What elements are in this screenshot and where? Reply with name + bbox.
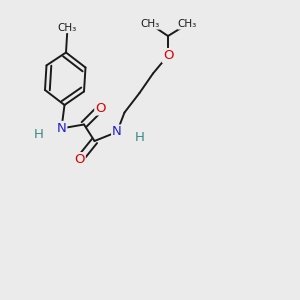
Text: N: N — [112, 125, 122, 139]
Text: O: O — [163, 49, 173, 62]
Text: N: N — [57, 122, 66, 135]
Text: CH₃: CH₃ — [140, 19, 160, 29]
Text: O: O — [95, 101, 106, 115]
Text: CH₃: CH₃ — [58, 22, 77, 33]
Text: H: H — [135, 130, 144, 144]
Text: O: O — [74, 153, 85, 166]
Text: CH₃: CH₃ — [178, 19, 197, 29]
Text: H: H — [34, 128, 44, 141]
